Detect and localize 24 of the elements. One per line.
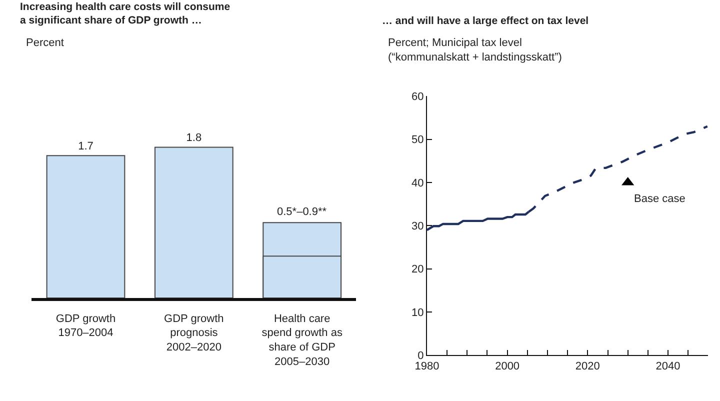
y-tick-label: 10 — [412, 306, 424, 319]
x-tick-label: GDP growth 1970–2004 — [56, 312, 116, 340]
y-tick-label: 0 — [418, 350, 424, 362]
x-tick-label: 2000 — [495, 360, 520, 372]
y-axis-title: Percent — [26, 37, 64, 49]
chart-title: Increasing health care costs will consume a significant share of GDP growth … — [20, 1, 230, 27]
x-tick-label: 1980 — [414, 360, 440, 372]
x-tick-label: 2020 — [575, 360, 600, 372]
y-tick-label: 60 — [412, 91, 424, 104]
y-tick-label: 30 — [412, 220, 424, 233]
y-axis-title: Percent; Municipal tax level (“kommunalskatt + landstingsskatt”) — [388, 37, 562, 64]
bar — [46, 155, 126, 298]
x-tick-label: GDP growth prognosis 2002–2020 — [164, 312, 224, 354]
y-tick-label: 20 — [412, 264, 424, 276]
x-tick-label: Health care spend growth as share of GDP 2005–2030 — [262, 312, 343, 368]
data-label: 1.7 — [78, 140, 94, 153]
bar — [154, 146, 234, 298]
chart-title: … and will have a large effect on tax level — [382, 15, 589, 27]
y-tick-label: 50 — [412, 134, 424, 146]
annotation: 0.5*–0.9** — [277, 206, 328, 218]
data-label: 1.8 — [186, 132, 202, 144]
annotation: Base case — [634, 193, 686, 205]
x-tick-label: 2040 — [656, 360, 680, 372]
y-tick-label: 40 — [412, 177, 424, 190]
